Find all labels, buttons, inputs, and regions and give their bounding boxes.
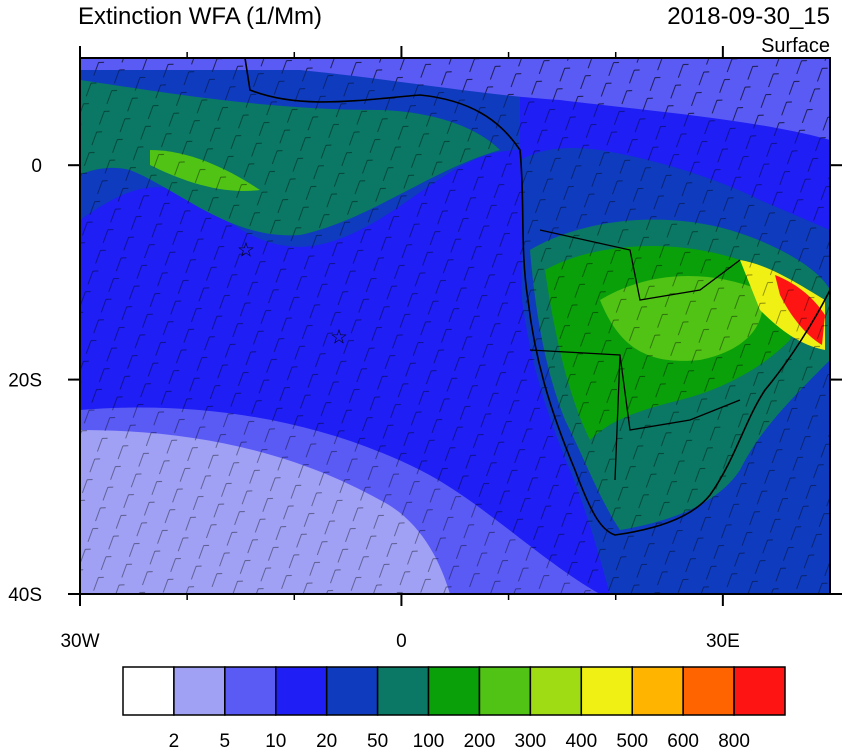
- colorbar-label: 200: [464, 731, 496, 750]
- x-tick-label: 30E: [706, 631, 740, 652]
- colorbar-label: 20: [316, 731, 337, 750]
- x-tick-label: 0: [396, 631, 407, 652]
- colorbar-label: 10: [265, 731, 286, 750]
- colorbar-label: 2: [169, 731, 180, 750]
- wind-barbs: [80, 58, 830, 594]
- x-tick-label: 30W: [60, 631, 99, 652]
- y-tick-label: 40S: [8, 585, 42, 606]
- colorbar-box: [733, 666, 786, 716]
- colorbar-box: [631, 666, 684, 716]
- colorbar-label: 50: [367, 731, 388, 750]
- colorbar-box: [224, 666, 277, 716]
- borders: [529, 229, 741, 481]
- colorbar-box: [275, 666, 328, 716]
- time: 2018-09-30_15: [667, 3, 830, 30]
- station-marker: ☆: [330, 326, 348, 348]
- colorbar-box: [173, 666, 226, 716]
- colorbar-box: [427, 666, 481, 716]
- colorbar-label: 100: [413, 731, 445, 750]
- colorbar-box: [478, 666, 532, 716]
- y-tick-label: 20S: [8, 371, 42, 392]
- colorbar-label: 600: [667, 731, 699, 750]
- map: ☆ ☆: [80, 58, 830, 594]
- title: Extinction WFA (1/Mm): [78, 3, 322, 30]
- axes: 30W 0 30E 40S 20S 0: [8, 46, 842, 652]
- colorbar-box: [122, 666, 175, 716]
- colorbar-box: [580, 666, 633, 716]
- colorbar-label: 5: [220, 731, 231, 750]
- colorbar-box: [682, 666, 735, 716]
- colorbar-label: 400: [565, 731, 597, 750]
- station-marker: ☆: [237, 239, 255, 261]
- colorbar-label: 800: [718, 731, 750, 750]
- colorbar-box: [529, 666, 583, 716]
- y-tick-label: 0: [31, 156, 42, 177]
- coastline: [244, 58, 830, 536]
- colorbar: 2 5 10 20 50 100 200 300 400 500 600 800: [122, 666, 786, 752]
- colorbar-label: 500: [616, 731, 648, 750]
- plot-frame: [79, 57, 831, 595]
- colorbar-label: 300: [515, 731, 547, 750]
- colorbar-box: [376, 666, 430, 716]
- colorbar-box: [325, 666, 379, 716]
- level: Surface: [761, 35, 830, 57]
